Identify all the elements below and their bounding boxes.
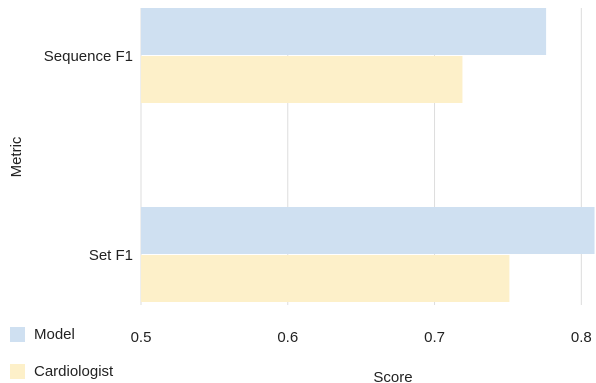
legend-swatch-cardiologist <box>10 364 25 379</box>
legend-item-cardiologist: Cardiologist <box>10 363 113 380</box>
legend-label-cardiologist: Cardiologist <box>34 363 114 380</box>
y-tick-label: Set F1 <box>89 247 133 264</box>
x-tick-labels: 0.5 0.6 0.7 0.8 <box>131 329 592 346</box>
x-tick-label: 0.5 <box>131 329 152 346</box>
bar-cardiologist-set-f1 <box>141 255 510 302</box>
bar-cardiologist-sequence-f1 <box>141 56 463 103</box>
legend-item-model: Model <box>10 326 75 343</box>
bar-model-set-f1 <box>141 207 595 254</box>
y-tick-labels: Sequence F1 Set F1 <box>44 48 133 264</box>
x-tick-label: 0.7 <box>424 329 445 346</box>
legend-swatch-model <box>10 327 25 342</box>
bars <box>141 8 595 302</box>
x-tick-label: 0.6 <box>277 329 298 346</box>
bar-model-sequence-f1 <box>141 8 547 55</box>
x-tick-label: 0.8 <box>571 329 592 346</box>
legend-label-model: Model <box>34 326 75 343</box>
x-axis-label: Score <box>373 369 412 383</box>
y-axis-label: Metric <box>8 136 25 177</box>
y-tick-label: Sequence F1 <box>44 48 133 65</box>
